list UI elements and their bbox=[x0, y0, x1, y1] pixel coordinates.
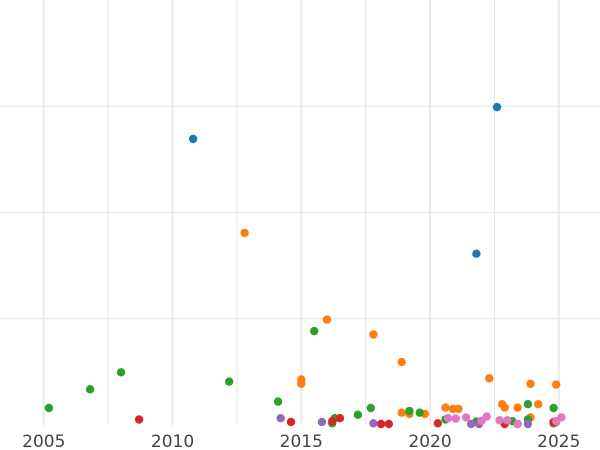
data-point-purple bbox=[369, 419, 378, 428]
data-point-red bbox=[286, 417, 296, 427]
data-point-orange bbox=[397, 408, 406, 417]
x-tick-label: 2015 bbox=[280, 432, 323, 450]
data-point-green bbox=[310, 326, 319, 336]
data-point-orange bbox=[297, 379, 306, 388]
data-point-pink bbox=[503, 416, 512, 425]
data-point-pink bbox=[513, 419, 522, 429]
data-point-orange bbox=[513, 403, 522, 412]
data-point-red bbox=[134, 415, 144, 424]
data-point-red bbox=[376, 419, 386, 429]
data-point-red bbox=[328, 417, 337, 426]
data-point-orange bbox=[397, 357, 406, 367]
data-point-pink bbox=[451, 414, 460, 423]
data-point-orange bbox=[454, 404, 463, 414]
x-tick-label: 2005 bbox=[22, 432, 65, 450]
data-point-purple bbox=[467, 419, 476, 429]
data-points bbox=[44, 102, 566, 429]
data-point-purple bbox=[276, 414, 285, 423]
data-point-red bbox=[433, 419, 442, 428]
x-tick-label: 2010 bbox=[151, 432, 194, 450]
data-point-blue bbox=[188, 134, 198, 144]
data-point-orange bbox=[500, 403, 509, 412]
data-point-red bbox=[384, 419, 393, 429]
x-axis-ticks: 2005 2010 2015 2020 2025 bbox=[22, 432, 580, 450]
gridlines bbox=[0, 0, 600, 425]
data-point-orange bbox=[552, 380, 561, 389]
data-point-green bbox=[549, 403, 558, 413]
data-point-orange bbox=[534, 400, 543, 409]
data-point-green bbox=[415, 408, 424, 417]
data-point-green bbox=[44, 403, 54, 413]
data-point-orange bbox=[526, 379, 535, 388]
data-point-orange bbox=[485, 374, 494, 383]
data-point-pink bbox=[443, 414, 453, 423]
data-point-pink bbox=[461, 413, 471, 422]
data-point-blue bbox=[492, 102, 502, 112]
data-point-pink bbox=[482, 412, 491, 421]
data-point-blue bbox=[472, 249, 481, 258]
data-point-green bbox=[366, 403, 375, 413]
x-tick-label: 2020 bbox=[408, 432, 451, 450]
data-point-purple bbox=[523, 419, 533, 429]
data-point-green bbox=[273, 397, 283, 406]
data-point-orange bbox=[322, 315, 332, 324]
data-point-green bbox=[225, 377, 234, 386]
data-point-orange bbox=[240, 228, 249, 238]
data-point-purple bbox=[317, 417, 327, 427]
data-point-pink bbox=[495, 416, 504, 425]
data-point-green bbox=[116, 368, 126, 377]
data-point-pink bbox=[557, 413, 566, 422]
data-point-orange bbox=[369, 330, 378, 339]
data-point-red bbox=[335, 414, 345, 423]
data-point-orange bbox=[441, 403, 450, 412]
data-point-green bbox=[405, 406, 414, 416]
data-point-green bbox=[523, 400, 533, 409]
x-tick-label: 2025 bbox=[537, 432, 580, 450]
data-point-green bbox=[353, 410, 363, 419]
data-point-green bbox=[85, 385, 95, 394]
